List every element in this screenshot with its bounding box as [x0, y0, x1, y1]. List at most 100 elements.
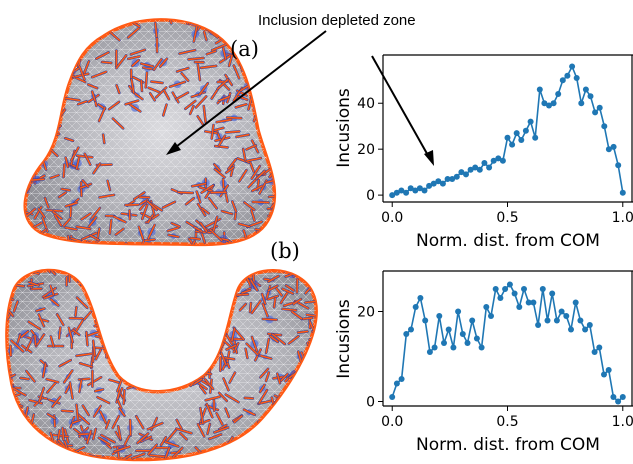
- inclusion-rod-b: [71, 419, 81, 424]
- inclusion-rod-b: [206, 423, 211, 435]
- chart-a-point: [610, 143, 617, 150]
- chart-b-point: [563, 313, 570, 319]
- inclusion-shadow-a: [42, 132, 50, 150]
- inclusion-rod-a: [184, 100, 197, 110]
- inclusion-shadow-a: [268, 217, 275, 229]
- inclusion-rod-b: [239, 303, 247, 312]
- chart-b-point: [488, 313, 494, 319]
- inclusion-shadow-a: [32, 120, 44, 126]
- inclusion-shadow-b: [99, 267, 109, 269]
- inclusion-rod-b: [222, 377, 230, 392]
- chart-b-point: [450, 344, 457, 351]
- inclusion-rod-b: [292, 298, 302, 305]
- inclusion-shadow-b: [111, 335, 121, 351]
- inclusion-rod-b: [261, 318, 278, 321]
- inclusion-rod-a: [32, 19, 38, 32]
- inclusion-shadow-a: [19, 183, 22, 192]
- inclusion-rod-b: [63, 449, 70, 460]
- chart-a-point: [615, 162, 622, 169]
- inclusion-shadow-a: [32, 19, 38, 32]
- inclusion-shadow-b: [144, 338, 160, 348]
- inclusion-rod-b: [35, 307, 46, 312]
- inclusion-shadow-a: [25, 42, 30, 51]
- inclusion-shadow-b: [140, 331, 152, 346]
- inclusion-rod-b: [58, 454, 63, 460]
- inclusion-rod-b: [326, 391, 335, 393]
- inclusion-rod-a: [46, 28, 59, 33]
- inclusion-rod-a: [271, 210, 275, 221]
- inclusion-rod-b: [6, 284, 13, 295]
- inclusion-rod-a: [56, 61, 69, 67]
- inclusion-shadow-b: [188, 270, 195, 282]
- chart-a-point: [569, 63, 576, 70]
- inclusion-rod-a: [33, 35, 41, 46]
- inclusion-rod-b: [6, 396, 13, 412]
- inclusion-rod-a: [71, 75, 86, 83]
- inclusion-rod-b: [190, 272, 201, 277]
- inclusion-rod-b: [200, 351, 213, 359]
- inclusion-rod-b: [130, 270, 134, 283]
- inclusion-rod-a: [64, 97, 81, 102]
- chart-a-point: [444, 176, 451, 182]
- inclusion-rod-b: [146, 373, 158, 384]
- inclusion-rod-b: [172, 447, 184, 458]
- inclusion-shadow-b: [321, 432, 331, 442]
- inclusion-rod-b: [308, 349, 315, 359]
- inclusion-rod-b: [208, 341, 220, 346]
- inclusion-rod-a: [258, 179, 268, 195]
- inclusion-rod-b: [143, 323, 154, 328]
- inclusion-rod-a: [40, 50, 55, 61]
- inclusion-rod-b: [111, 415, 120, 429]
- inclusion-shadow-a: [66, 52, 79, 62]
- inclusion-blob-b: [203, 352, 209, 358]
- inclusion-rod-a: [36, 92, 40, 107]
- inclusion-rod-b: [304, 359, 315, 373]
- chart-b-point: [619, 394, 626, 400]
- chart-a-point: [398, 187, 405, 194]
- inclusion-shadow-b: [103, 289, 112, 302]
- inclusion-rod-a: [189, 105, 195, 115]
- inclusion-shadow-b: [6, 411, 10, 420]
- inclusion-rod-b: [258, 389, 268, 404]
- inclusion-shadow-b: [169, 366, 179, 377]
- inclusion-rod-a: [115, 228, 125, 236]
- inclusion-rod-b: [186, 367, 201, 375]
- inclusion-shadow-a: [44, 132, 51, 144]
- inclusion-shadow-b: [322, 331, 323, 342]
- inclusion-shadow-b: [315, 453, 317, 460]
- inclusion-rod-a: [147, 224, 156, 240]
- inclusion-rod-b: [271, 333, 286, 345]
- inclusion-rod-a: [270, 136, 275, 152]
- inclusion-rod-a: [197, 63, 201, 81]
- inclusion-shadow-b: [16, 447, 33, 452]
- inclusion-shadow-b: [91, 286, 101, 301]
- inclusion-rod-b: [94, 388, 104, 393]
- inclusion-shadow-b: [176, 276, 188, 287]
- inclusion-shadow-b: [185, 279, 197, 286]
- inclusion-rod-b: [83, 310, 92, 321]
- inclusion-rod-b: [14, 439, 29, 443]
- inclusion-rod-a: [25, 237, 32, 244]
- inclusion-rod-a: [49, 174, 60, 179]
- inclusion-rod-a: [159, 57, 168, 68]
- inclusion-shadow-b: [171, 354, 187, 361]
- inclusion-rod-a: [44, 197, 50, 208]
- inclusion-shadow-b: [132, 278, 143, 289]
- inclusion-rod-b: [148, 305, 161, 309]
- inclusion-rod-a: [243, 201, 256, 211]
- inclusion-rod-b: [93, 346, 110, 350]
- inclusion-shadow-b: [63, 270, 77, 272]
- inclusion-rod-b: [11, 387, 27, 397]
- inclusion-rod-b: [204, 378, 214, 390]
- inclusion-rod-a: [82, 19, 89, 23]
- inclusion-shadow-b: [78, 453, 87, 460]
- inclusion-rod-b: [0, 404, 5, 418]
- inclusion-shadow-b: [172, 270, 184, 272]
- inclusion-shadow-b: [287, 440, 299, 457]
- inclusion-rod-b: [69, 381, 74, 400]
- inclusion-rod-a: [213, 163, 221, 172]
- inclusion-rod-b: [0, 256, 3, 271]
- inclusion-blob-a: [54, 72, 60, 78]
- inclusion-rod-a: [210, 191, 227, 194]
- inclusion-rod-a: [163, 89, 170, 100]
